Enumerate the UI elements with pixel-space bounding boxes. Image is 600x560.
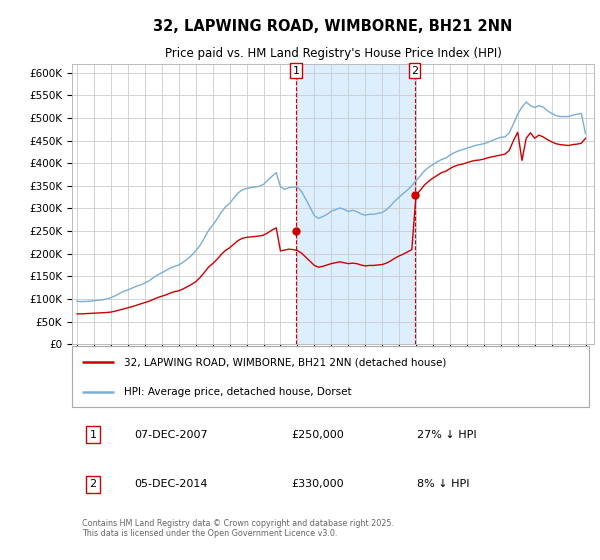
- Text: HPI: Average price, detached house, Dorset: HPI: Average price, detached house, Dors…: [124, 388, 352, 398]
- FancyBboxPatch shape: [72, 346, 589, 407]
- Text: Price paid vs. HM Land Registry's House Price Index (HPI): Price paid vs. HM Land Registry's House …: [164, 47, 502, 60]
- Text: 1: 1: [293, 66, 299, 76]
- Text: 32, LAPWING ROAD, WIMBORNE, BH21 2NN: 32, LAPWING ROAD, WIMBORNE, BH21 2NN: [154, 19, 512, 34]
- Text: Contains HM Land Registry data © Crown copyright and database right 2025.
This d: Contains HM Land Registry data © Crown c…: [82, 519, 394, 538]
- Text: 8% ↓ HPI: 8% ↓ HPI: [416, 479, 469, 489]
- Text: 2: 2: [411, 66, 418, 76]
- Text: £330,000: £330,000: [291, 479, 344, 489]
- Text: 1: 1: [89, 430, 97, 440]
- Text: 05-DEC-2014: 05-DEC-2014: [134, 479, 208, 489]
- Text: 32, LAPWING ROAD, WIMBORNE, BH21 2NN (detached house): 32, LAPWING ROAD, WIMBORNE, BH21 2NN (de…: [124, 357, 446, 367]
- Text: 07-DEC-2007: 07-DEC-2007: [134, 430, 208, 440]
- Text: £250,000: £250,000: [291, 430, 344, 440]
- Bar: [296, 64, 415, 344]
- Text: 27% ↓ HPI: 27% ↓ HPI: [416, 430, 476, 440]
- Text: 2: 2: [89, 479, 97, 489]
